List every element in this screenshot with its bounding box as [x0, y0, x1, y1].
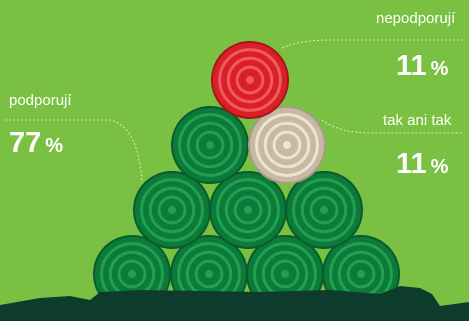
- unit-podporuji: %: [45, 135, 64, 157]
- label-value-tak-ani-tak: 11%: [396, 148, 448, 181]
- label-category-podporuji: podporují: [9, 92, 72, 109]
- label-value-podporuji: 77%: [9, 127, 63, 160]
- log-5-podporují: [133, 171, 211, 249]
- log-10-nepodporují: [211, 41, 289, 119]
- logs-group: [93, 41, 400, 313]
- leader-line-nepodporuji: [281, 39, 462, 49]
- unit-tak-ani-tak: %: [430, 156, 449, 178]
- log-6-podporují: [209, 171, 287, 249]
- log-8-podporují: [171, 106, 249, 184]
- log-9-tak-ani-tak: [248, 106, 326, 184]
- log-7-podporují: [285, 171, 363, 249]
- value-podporuji: 77: [9, 127, 42, 159]
- unit-nepodporuji: %: [430, 58, 449, 80]
- leader-line-podporuji: [5, 119, 143, 183]
- label-value-nepodporuji: 11%: [396, 50, 448, 83]
- label-category-nepodporuji: nepodporují: [376, 10, 456, 27]
- value-tak-ani-tak: 11: [396, 148, 427, 180]
- ground: [0, 286, 469, 321]
- label-category-tak-ani-tak: tak ani tak: [383, 112, 452, 129]
- value-nepodporuji: 11: [396, 50, 427, 82]
- leader-line-tak-ani-tak: [321, 119, 462, 134]
